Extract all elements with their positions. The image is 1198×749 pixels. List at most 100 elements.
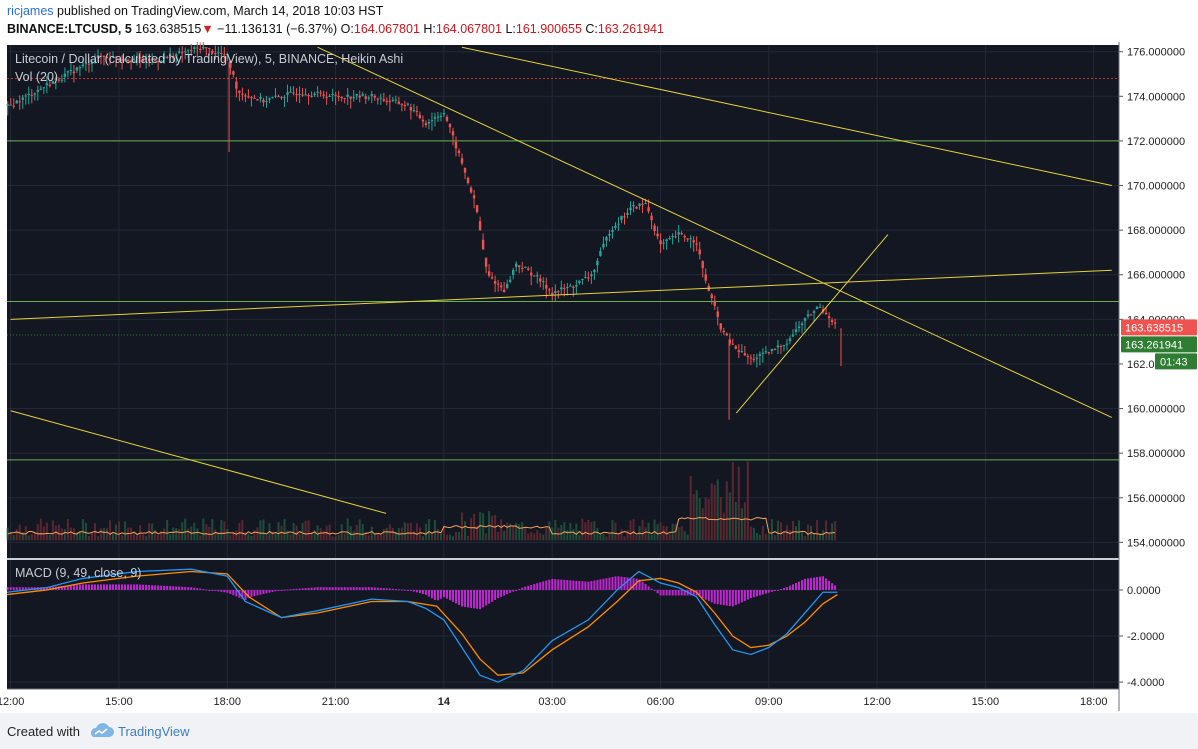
macd-histogram-bar [427, 589, 430, 597]
volume-bar [584, 522, 587, 541]
macd-histogram-bar [331, 587, 334, 590]
macd-histogram-bar [797, 581, 800, 590]
volume-bar [716, 479, 719, 541]
candle-body [129, 60, 133, 62]
volume-bar [211, 519, 214, 541]
macd-histogram-bar [734, 589, 737, 606]
volume-bar [187, 528, 190, 541]
macd-histogram-bar [310, 587, 313, 590]
macd-histogram-bar [355, 587, 358, 590]
volume-bar [57, 524, 60, 541]
macd-histogram-bar [78, 584, 81, 590]
candle-body [650, 215, 653, 221]
macd-histogram-bar [767, 589, 770, 593]
candle-body [259, 97, 262, 99]
macd-histogram-bar [139, 584, 142, 590]
candle-body [545, 284, 548, 289]
volume-bar [515, 522, 518, 541]
volume-bar [319, 528, 322, 541]
candle-body [511, 269, 515, 275]
macd-histogram-bar [99, 584, 102, 590]
macd-histogram-bar [584, 581, 587, 590]
volume-indicator-label: Vol (20) [15, 70, 58, 84]
macd-histogram-bar [641, 581, 644, 590]
candle-body [587, 277, 590, 279]
macd-histogram-bar [412, 589, 415, 592]
volume-bar [220, 520, 223, 541]
volume-bar [124, 521, 127, 541]
candle-body [445, 116, 449, 121]
author-link[interactable]: ricjames [7, 4, 54, 18]
time-tick-label: 12:00 [0, 696, 24, 708]
candle-body [382, 99, 386, 101]
macd-histogram-bar [214, 589, 217, 591]
price-tick-label: 158.000000 [1127, 448, 1185, 460]
macd-histogram-bar [118, 584, 121, 590]
volume-bar [151, 523, 154, 541]
macd-histogram-bar [467, 589, 470, 608]
volume-bar [442, 525, 445, 541]
volume-bar [373, 534, 376, 541]
volume-bar [322, 530, 325, 541]
macd-histogram-bar [268, 589, 271, 593]
macd-histogram-bar [289, 589, 292, 591]
macd-histogram-bar [430, 589, 433, 599]
volume-bar [307, 520, 310, 541]
volume-bar [701, 508, 704, 541]
volume-bar [825, 520, 828, 541]
volume-bar [831, 523, 834, 541]
candle-body [126, 59, 130, 61]
candle-body [313, 93, 316, 95]
volume-bar [84, 522, 87, 541]
volume-bar [641, 519, 644, 541]
macd-histogram-bar [527, 585, 530, 590]
macd-histogram-bar [66, 585, 69, 590]
candle-body [812, 311, 816, 313]
candle-body [713, 302, 716, 306]
tradingview-brand-link[interactable]: TradingView [118, 724, 190, 739]
macd-histogram-bar [704, 589, 707, 600]
candle-body [51, 81, 55, 84]
candle-body [578, 280, 581, 283]
candle-body [800, 323, 804, 326]
macd-histogram-bar [298, 588, 301, 590]
volume-bar [647, 522, 650, 541]
volume-bar [822, 530, 825, 541]
candle-body [638, 203, 641, 207]
volume-bar [370, 526, 373, 541]
chart-area[interactable]: 176.000000 174.000000 172.000000 170.000000… [0, 42, 1198, 713]
time-tick-label: 12:00 [863, 696, 891, 708]
volume-bar [289, 534, 292, 541]
volume-bar [755, 533, 758, 541]
volume-bar [713, 484, 716, 541]
macd-histogram-bar [343, 587, 346, 590]
macd-histogram-bar [397, 589, 400, 591]
candle-body [235, 81, 238, 89]
candle-body [677, 232, 680, 235]
macd-histogram-bar [325, 587, 328, 590]
volume-bar [226, 528, 229, 541]
candle-body [358, 95, 361, 98]
candle-body [108, 58, 112, 60]
macd-histogram-bar [554, 579, 557, 590]
macd-histogram-bar [169, 586, 172, 590]
macd-histogram-bar [208, 589, 211, 591]
candle-body [436, 116, 440, 118]
volume-bar [819, 533, 822, 541]
candle-body [286, 92, 289, 95]
candle-body [190, 50, 193, 52]
volume-bar [99, 528, 102, 541]
candle-body [791, 334, 795, 337]
candle-body [593, 269, 596, 273]
candle-body [331, 94, 334, 96]
macd-histogram-bar [743, 589, 746, 601]
candle-body [385, 100, 389, 102]
macd-histogram-bar [503, 589, 506, 596]
candle-body [779, 346, 783, 348]
macd-histogram-bar [358, 587, 361, 590]
macd-histogram-bar [136, 584, 139, 590]
candle-body [731, 343, 735, 345]
last-price: 163.638515 [135, 22, 202, 36]
candle-body [217, 52, 220, 54]
volume-bar [283, 519, 286, 541]
